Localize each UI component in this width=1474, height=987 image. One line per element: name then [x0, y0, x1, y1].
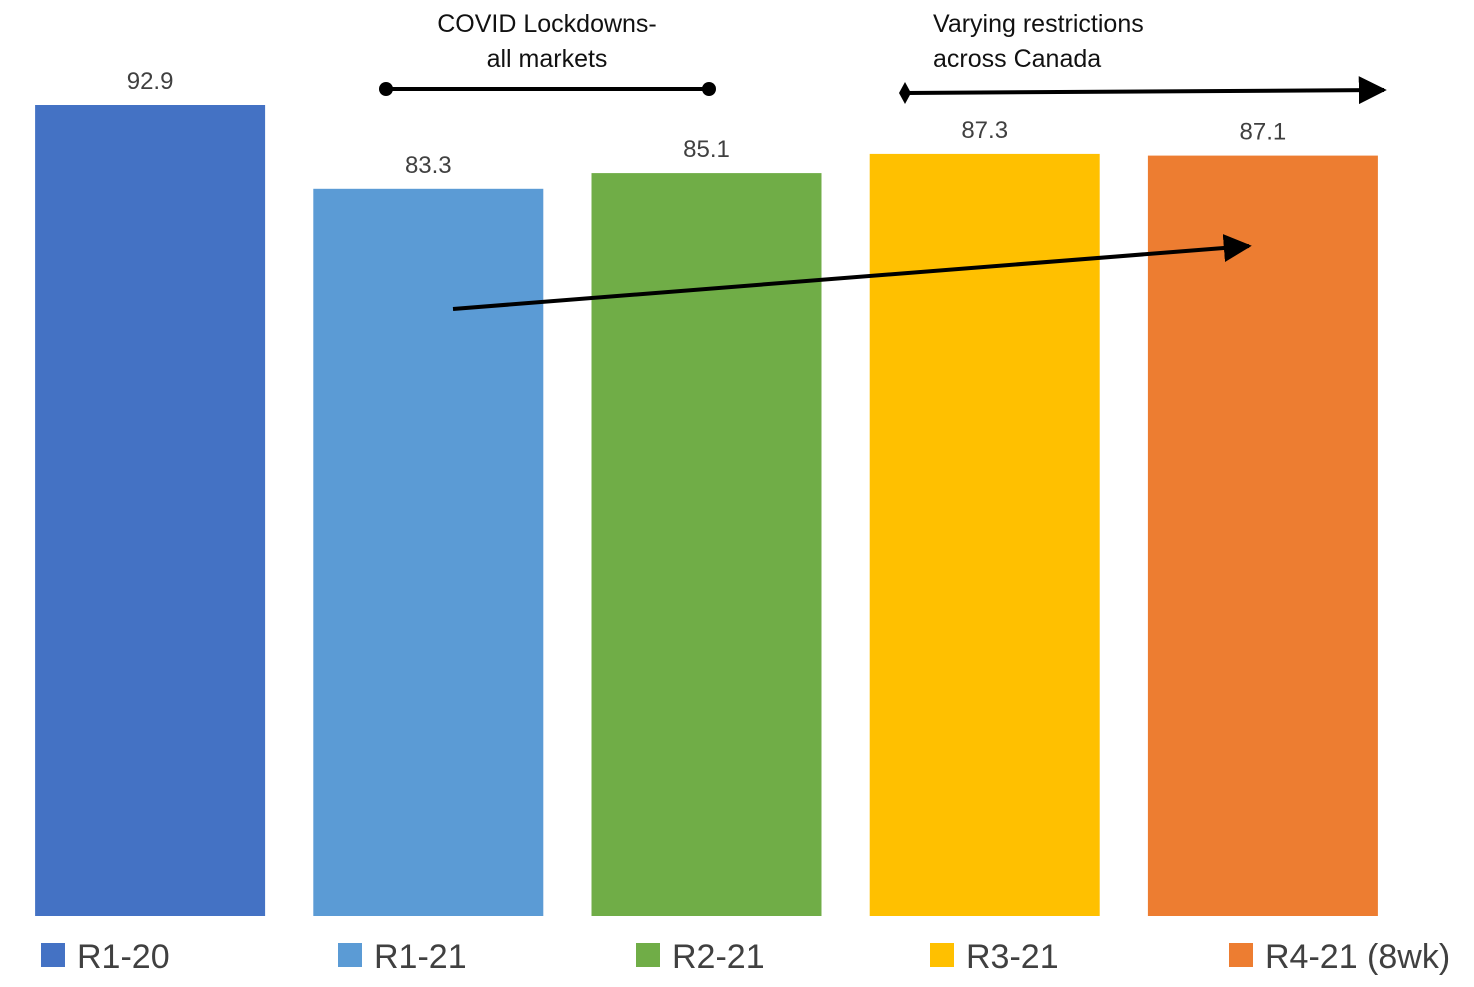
- bar-r1-20: [35, 105, 266, 916]
- legend-swatch-r3-21: [930, 943, 954, 967]
- legend-swatch-r4-21-8wk: [1229, 943, 1253, 967]
- covid-lockdowns-line-1: COVID Lockdowns-: [437, 10, 657, 38]
- covid-lockdowns-end-dot: [702, 82, 716, 96]
- data-label-r3-21: 87.3: [961, 117, 1008, 144]
- legend-swatch-r1-20: [41, 943, 65, 967]
- data-labels-layer: 92.9 83.3 85.1 87.3 87.1: [127, 68, 1287, 179]
- legend-swatch-r2-21: [636, 943, 660, 967]
- legend-label-r2-21: R2-21: [672, 938, 765, 976]
- legend-label-r3-21: R3-21: [966, 938, 1059, 976]
- varying-restrictions-diamond: [899, 82, 911, 104]
- trend-arrow: [452, 234, 1252, 311]
- legend-swatch-r1-21: [338, 943, 362, 967]
- legend-label-r1-20: R1-20: [77, 938, 170, 976]
- covid-lockdowns-line-2: all markets: [487, 45, 608, 73]
- data-label-r1-21: 83.3: [405, 152, 452, 179]
- varying-restrictions-line-2: across Canada: [933, 45, 1101, 73]
- bar-r4-21-8wk: [1147, 155, 1378, 917]
- legend: R1-20 R1-21 R2-21 R3-21 R4-21 (8wk): [41, 938, 1450, 976]
- varying-restrictions-arrow-line: [904, 76, 1387, 105]
- data-label-r4-21-8wk: 87.1: [1240, 119, 1287, 146]
- annotations-layer: COVID Lockdowns- all markets Varying res…: [379, 10, 1387, 311]
- bar-r3-21: [869, 153, 1100, 916]
- legend-label-r1-21: R1-21: [374, 938, 467, 976]
- bars-layer: [35, 105, 1378, 917]
- bar-r1-21: [313, 188, 544, 917]
- data-label-r1-20: 92.9: [127, 68, 174, 95]
- data-label-r2-21: 85.1: [683, 136, 730, 163]
- varying-restrictions-line-1: Varying restrictions: [933, 10, 1144, 38]
- legend-label-r4-21-8wk: R4-21 (8wk): [1265, 938, 1450, 976]
- covid-lockdowns-start-dot: [379, 82, 393, 96]
